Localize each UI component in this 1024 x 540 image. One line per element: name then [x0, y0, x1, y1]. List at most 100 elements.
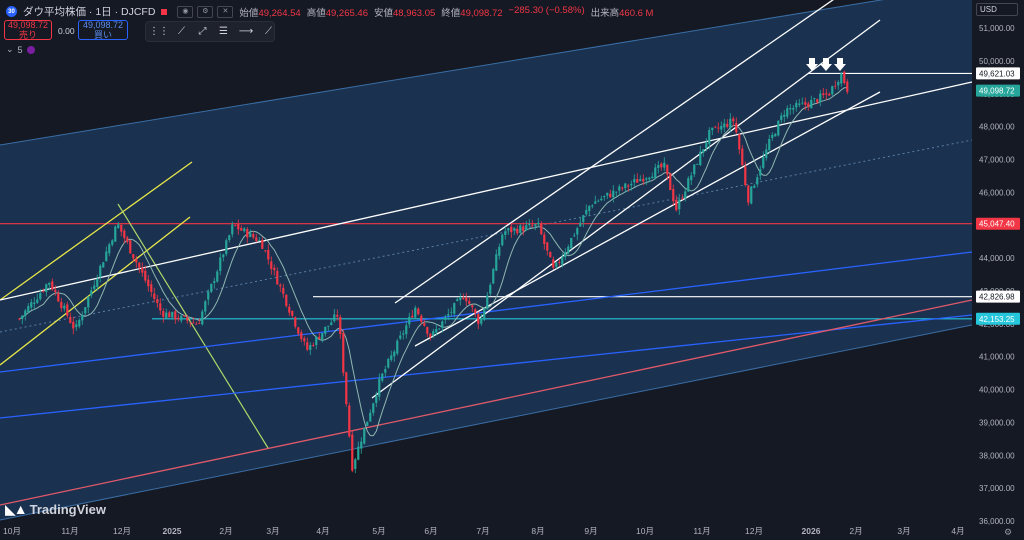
candle-body — [225, 240, 228, 255]
price-label-bg — [976, 217, 1020, 230]
white-channel-upper[interactable] — [394, 0, 840, 304]
candle-body — [39, 292, 42, 300]
candle-body — [792, 107, 795, 110]
white-channel-mid[interactable] — [371, 19, 881, 399]
candle-body — [441, 321, 444, 328]
candle-body — [522, 226, 525, 232]
candle-body — [300, 332, 303, 340]
candle-body — [660, 163, 663, 168]
extended-line-icon[interactable]: ⟋ — [265, 26, 272, 37]
chevron-down-icon: ⌄ — [6, 44, 14, 54]
candle-body — [585, 209, 588, 215]
currency-selector[interactable]: USD — [976, 3, 1018, 16]
candle-body — [390, 355, 393, 360]
candle-body — [36, 299, 39, 303]
white-long-trendline[interactable] — [0, 81, 973, 301]
candle-body — [237, 223, 240, 230]
ohlc-values: 始値49,264.54 高値49,265.46 安値48,963.05 終値49… — [239, 5, 653, 19]
candle-body — [594, 201, 597, 204]
grip-icon[interactable]: ⋮⋮ — [149, 26, 169, 37]
currency-label: USD — [980, 5, 997, 14]
buy-button[interactable]: 49,098.72 買い — [78, 20, 128, 40]
indicators-toggle[interactable]: ⌄ 5 — [6, 44, 35, 55]
candle-body — [318, 336, 321, 339]
symbol-title[interactable]: ダウ平均株価 · 1日 · DJCFD — [23, 6, 156, 18]
candle-body — [252, 234, 255, 238]
candle-body — [786, 108, 789, 117]
candle-body — [696, 164, 699, 165]
candle-body — [621, 187, 624, 189]
candle-body — [690, 175, 693, 181]
candle-body — [213, 281, 216, 283]
candle-body — [393, 351, 396, 357]
candle-body — [345, 372, 348, 405]
high-label: 高値 — [306, 7, 326, 19]
arrow-down-icon — [820, 58, 832, 71]
candle-body — [258, 239, 261, 241]
blue-trendline-upper[interactable] — [0, 251, 973, 373]
price-labels: 49,621.03 49,098.72 45,047.40 42,826.98 42,1… — [976, 67, 1020, 325]
close-icon[interactable]: ✕ — [217, 5, 234, 18]
candle-body — [762, 156, 765, 168]
yellow-channel-lower[interactable] — [0, 216, 191, 366]
candle-body — [138, 262, 141, 268]
candle-body — [774, 133, 777, 137]
settings-icon[interactable]: ⚙ — [1004, 527, 1013, 537]
yellow-channel-upper[interactable] — [0, 161, 193, 301]
settings-icon[interactable]: ⚙ — [197, 5, 214, 18]
candle-body — [249, 232, 252, 238]
candle-body — [330, 322, 333, 325]
candle-body — [93, 285, 96, 290]
candle-body — [153, 293, 156, 299]
red-trendline[interactable] — [0, 299, 973, 506]
candle-body — [366, 421, 369, 426]
candle-body — [582, 215, 585, 222]
candle-body — [606, 192, 609, 196]
candle-body — [795, 102, 798, 108]
candle-body — [822, 93, 825, 96]
eye-icon[interactable]: ◉ — [177, 5, 194, 18]
candle-body — [246, 229, 249, 238]
candle-body — [603, 195, 606, 198]
candlesticks — [18, 70, 849, 474]
candle-body — [141, 267, 144, 273]
time-axis[interactable]: 10月 11月 12月 2025 2月 3月 4月 5月 6月 7月 8月 9月 10月 11月 12月 20… — [3, 526, 965, 536]
fib-icon[interactable]: ☰ — [219, 26, 228, 37]
candle-body — [402, 333, 405, 335]
blue-trendline-lower[interactable] — [0, 314, 973, 419]
channel-mid-line — [0, 139, 973, 333]
candle-body — [639, 179, 642, 182]
green-trendline[interactable] — [117, 203, 269, 449]
candle-body — [378, 378, 381, 397]
trend-line-icon[interactable]: ⟋ — [178, 26, 185, 37]
candle-body — [642, 178, 645, 182]
candle-body — [450, 311, 453, 313]
y-tick-label: 51,000.00 — [979, 24, 1015, 33]
candle-body — [120, 224, 123, 232]
candle-body — [543, 234, 546, 245]
channel-upper-line — [0, 0, 884, 146]
candle-body — [840, 73, 843, 84]
candle-body — [579, 222, 582, 227]
candle-body — [531, 225, 534, 226]
y-tick-label: 50,000.00 — [979, 57, 1015, 66]
candle-body — [456, 299, 459, 302]
ray-icon[interactable]: ⤢ — [198, 26, 207, 37]
horizontal-ray-icon[interactable]: ⟶ — [238, 26, 254, 37]
candle-body — [126, 237, 129, 242]
sell-button[interactable]: 49,098.72 売り — [4, 20, 52, 40]
candle-body — [432, 331, 435, 336]
candle-body — [78, 319, 81, 327]
candle-body — [147, 279, 150, 287]
candle-body — [648, 177, 651, 180]
candle-body — [738, 134, 741, 150]
x-tick-label: 5月 — [372, 526, 385, 536]
dow-symbol-icon[interactable]: 30 — [6, 6, 17, 17]
candle-body — [66, 304, 69, 316]
candle-body — [291, 310, 294, 316]
candle-body — [381, 373, 384, 381]
candle-body — [708, 129, 711, 145]
low-value: 48,963.05 — [393, 7, 436, 19]
candle-body — [729, 118, 732, 129]
